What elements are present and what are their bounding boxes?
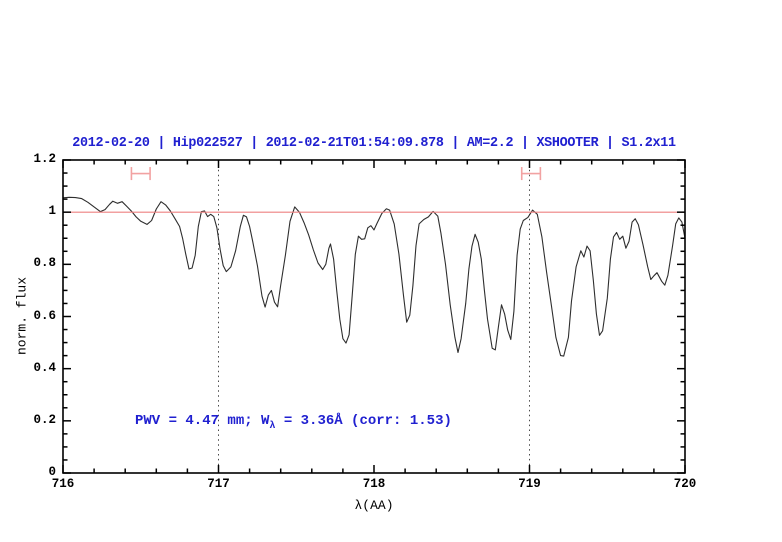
pwv-annotation-text-tail: = 3.36Å (corr: 1.53) <box>275 413 452 429</box>
y-tick-label: 0.8 <box>33 256 56 271</box>
x-tick-label: 717 <box>207 477 230 491</box>
pwv-annotation-text: PWV = 4.47 mm; W <box>135 413 270 429</box>
y-tick-label: 0 <box>48 465 56 479</box>
y-tick-label: 0.4 <box>33 360 56 375</box>
x-tick-label: 718 <box>362 477 386 491</box>
x-tick-label: 716 <box>51 477 75 491</box>
spectrum-curve <box>62 196 686 357</box>
pwv-annotation: PWV = 4.47 mm; Wλ = 3.36Å (corr: 1.53) <box>135 413 452 432</box>
plot-title: 2012-02-20 | Hip022527 | 2012-02-21T01:5… <box>72 136 676 151</box>
x-tick-label: 720 <box>673 477 697 491</box>
y-tick-label: 1 <box>48 204 56 219</box>
x-axis-label: λ(AA) <box>354 498 394 513</box>
x-tick-label: 719 <box>518 477 541 491</box>
y-tick-label: 0.6 <box>33 308 56 323</box>
y-tick-label: 1.2 <box>33 152 56 166</box>
pwv-annotation-subscript: λ <box>269 420 276 432</box>
y-tick-label: 0.2 <box>33 412 56 427</box>
